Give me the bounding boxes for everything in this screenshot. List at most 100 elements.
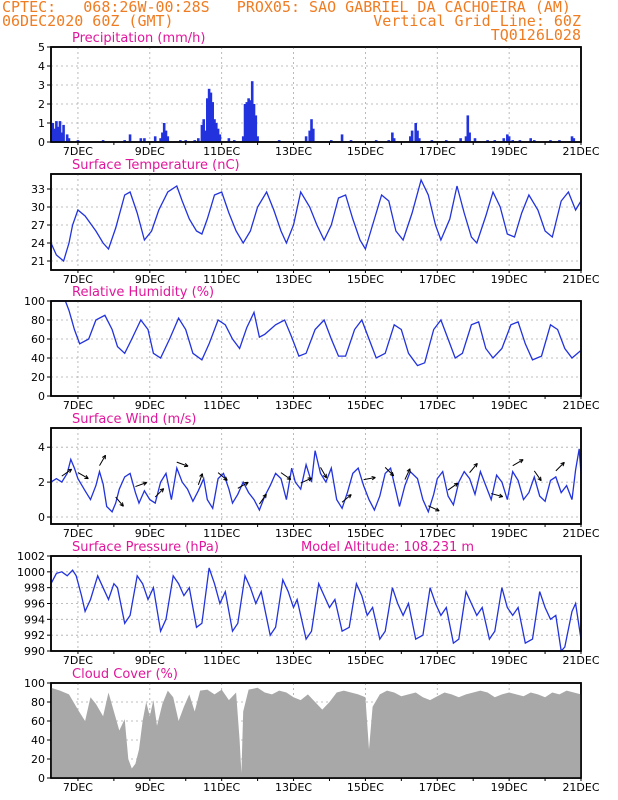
y-tick-label: 0	[38, 390, 45, 403]
panel-cloud: 0 20 40 60 80 100 7DEC 9DEC 11DEC 13DEC 15DEC 17DEC…	[24, 667, 600, 794]
precip-bar	[549, 140, 552, 142]
panel-pressure: 990 992 994 996 998 1000 1002 7DEC 9DEC 11DEC 13DE…	[17, 540, 600, 667]
precip-bar	[162, 123, 166, 142]
panel-border	[50, 300, 582, 397]
wind-vector	[533, 470, 542, 482]
precip-bar	[101, 140, 105, 142]
precip-bar	[197, 138, 200, 142]
x-tick-label: 7DEC	[63, 781, 93, 794]
x-tick-label: 9DEC	[135, 273, 165, 286]
precip-bar	[245, 102, 249, 142]
series-line-pressure	[50, 567, 582, 653]
x-tick-label: 13DEC	[275, 399, 312, 412]
precip-bar	[529, 138, 532, 142]
precip-bar	[518, 140, 522, 142]
precip-bar	[414, 123, 418, 142]
x-tick-label: 17DEC	[419, 527, 456, 540]
x-tick-label: 7DEC	[63, 273, 93, 286]
precip-bar	[486, 140, 489, 142]
x-tick-label: 13DEC	[275, 273, 312, 286]
panel-wind: 0 2 4 7DEC 9DEC 11DEC 13DEC 15DEC 17DEC 19DEC 21DE…	[38, 412, 600, 540]
header-model-id: TQ0126L028	[490, 26, 581, 44]
y-tick-label: 992	[24, 629, 45, 642]
y-tick-label: 33	[31, 183, 45, 196]
x-tick-label: 21DEC	[562, 781, 599, 794]
precip-bar	[213, 119, 216, 142]
x-tick-label: 15DEC	[347, 399, 384, 412]
x-tick-label: 21DEC	[562, 273, 599, 286]
x-tick-label: 15DEC	[347, 145, 384, 158]
header-line1: CPTEC: 068:26W-00:28S PROX05: SAO GABRIE…	[2, 0, 571, 16]
x-tick-label: 15DEC	[347, 781, 384, 794]
y-tick-label: 0	[38, 511, 45, 524]
wind-vector	[300, 477, 312, 484]
wind-vector	[258, 493, 267, 505]
precip-bar	[247, 98, 250, 142]
precip-bar	[464, 136, 468, 142]
x-tick-label: 9DEC	[135, 399, 165, 412]
y-tick-label: 40	[31, 352, 45, 365]
x-tick-label: 15DEC	[347, 527, 384, 540]
model-altitude-note: Model Altitude: 108.231 m	[301, 540, 474, 555]
panel-title: Precipitation (mm/h)	[72, 31, 205, 46]
y-tick-label: 4	[38, 60, 45, 73]
x-tick-label: 17DEC	[419, 654, 456, 667]
precip-bar	[159, 138, 162, 142]
series-line-wind	[50, 448, 582, 514]
panel-border	[50, 555, 582, 652]
x-tick-label: 15DEC	[347, 273, 384, 286]
precip-bar	[391, 132, 394, 142]
precip-bar	[572, 138, 576, 142]
panel-border	[50, 46, 582, 143]
x-tick-label: 19DEC	[491, 654, 528, 667]
precip-bar	[139, 138, 143, 142]
x-tick-label: 11DEC	[203, 399, 240, 412]
precip-bar	[256, 136, 259, 142]
panel-frame	[50, 46, 582, 143]
y-tick-label: 0	[38, 772, 45, 785]
y-tick-label: 20	[31, 371, 45, 384]
panel-frame	[50, 427, 582, 525]
precip-bar	[123, 140, 126, 142]
panel-title: Surface Temperature (nC)	[72, 158, 240, 173]
precip-bar	[202, 119, 206, 142]
y-tick-label: 20	[31, 753, 45, 766]
panel-title: Surface Wind (m/s)	[72, 412, 196, 427]
x-tick-label: 13DEC	[275, 527, 312, 540]
precip-bar	[164, 130, 168, 142]
precip-bar	[340, 134, 344, 142]
precip-bar	[511, 140, 515, 142]
wind-vector	[555, 461, 565, 472]
x-tick-label: 21DEC	[562, 399, 599, 412]
y-tick-label: 1000	[17, 566, 45, 579]
x-tick-label: 21DEC	[562, 145, 599, 158]
precip-bar	[209, 92, 213, 142]
x-tick-label: 9DEC	[135, 145, 165, 158]
y-tick-label: 40	[31, 734, 45, 747]
precip-bar	[506, 134, 509, 142]
precip-bar	[76, 140, 80, 142]
precip-bar	[254, 115, 258, 142]
x-tick-label: 17DEC	[419, 145, 456, 158]
y-tick-label: 998	[24, 582, 45, 595]
x-tick-label: 19DEC	[491, 399, 528, 412]
precip-bar	[466, 115, 470, 142]
x-tick-label: 9DEC	[135, 781, 165, 794]
panel-title: Surface Pressure (hPa)	[72, 540, 219, 555]
x-tick-label: 17DEC	[419, 399, 456, 412]
y-tick-label: 996	[24, 598, 45, 611]
precip-bar	[410, 130, 414, 142]
precip-bar	[128, 134, 132, 142]
wind-vector	[512, 459, 524, 467]
precip-bar	[207, 88, 211, 142]
precip-bar	[304, 136, 308, 142]
precip-bar	[418, 138, 421, 142]
wind-vector	[115, 496, 124, 507]
precip-bar	[349, 140, 353, 142]
wind-vector	[77, 472, 89, 480]
wind-vector	[363, 475, 376, 481]
wind-vector	[447, 482, 459, 491]
precip-bar	[312, 128, 315, 142]
y-tick-label: 1	[38, 117, 45, 130]
